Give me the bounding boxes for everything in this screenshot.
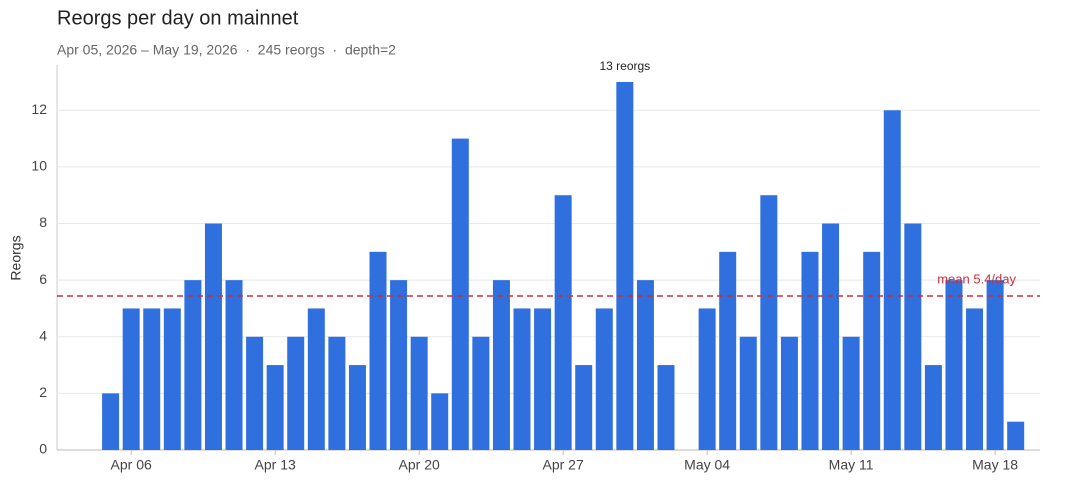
- bar: [636, 280, 654, 450]
- x-tick-label: Apr 20: [399, 457, 440, 473]
- y-axis-label: Reorgs: [8, 235, 24, 280]
- y-tick-label: 4: [39, 327, 47, 343]
- y-tick-label: 0: [39, 441, 47, 457]
- bar: [904, 223, 922, 450]
- bar: [246, 336, 264, 450]
- bar: [266, 365, 284, 450]
- x-tick-label: Apr 13: [255, 457, 296, 473]
- chart-subtitle: Apr 05, 2026 – May 19, 2026 · 245 reorgs…: [57, 42, 396, 58]
- bar: [554, 195, 572, 450]
- bar: [122, 308, 140, 450]
- bar: [822, 223, 840, 450]
- bar: [513, 308, 531, 450]
- bar: [966, 308, 984, 450]
- bar: [945, 280, 963, 450]
- bar: [863, 251, 881, 450]
- bar: [760, 195, 778, 450]
- bar: [390, 280, 408, 450]
- y-tick-label: 8: [39, 214, 47, 230]
- x-tick-label: May 18: [972, 457, 1018, 473]
- y-tick-label: 6: [39, 271, 47, 287]
- bar: [184, 280, 202, 450]
- x-tick-label: Apr 27: [543, 457, 584, 473]
- bar: [883, 110, 901, 450]
- x-tick-label: May 11: [829, 457, 874, 473]
- bar: [719, 251, 737, 450]
- bar: [1007, 421, 1025, 450]
- y-tick-label: 10: [31, 158, 47, 174]
- bar: [472, 336, 490, 450]
- bar: [163, 308, 181, 450]
- bar: [698, 308, 716, 450]
- bar: [410, 336, 428, 450]
- bar: [739, 336, 757, 450]
- bar: [575, 365, 593, 450]
- bar: [225, 280, 243, 450]
- y-tick-label: 12: [31, 101, 47, 117]
- bar: [986, 280, 1004, 450]
- bar: [204, 223, 222, 450]
- bar: [924, 365, 942, 450]
- x-tick-label: May 04: [684, 457, 730, 473]
- bar: [328, 336, 346, 450]
- x-tick-label: Apr 06: [111, 457, 152, 473]
- bar: [431, 393, 449, 450]
- bar: [595, 308, 613, 450]
- bar: [780, 336, 798, 450]
- mean-label: mean 5.4/day: [937, 271, 1016, 286]
- bar: [534, 308, 552, 450]
- bar: [143, 308, 161, 450]
- bar: [451, 138, 469, 450]
- bar: [842, 336, 860, 450]
- bar: [492, 280, 510, 450]
- bar: [348, 365, 366, 450]
- bar: [657, 365, 675, 450]
- chart-title: Reorgs per day on mainnet: [57, 7, 299, 29]
- y-tick-label: 2: [39, 384, 47, 400]
- bar: [287, 336, 305, 450]
- bar: [369, 251, 387, 450]
- bar: [616, 81, 634, 450]
- bar: [102, 393, 120, 450]
- bar: [307, 308, 325, 450]
- bar: [801, 251, 819, 450]
- data-label: 13 reorgs: [599, 59, 650, 73]
